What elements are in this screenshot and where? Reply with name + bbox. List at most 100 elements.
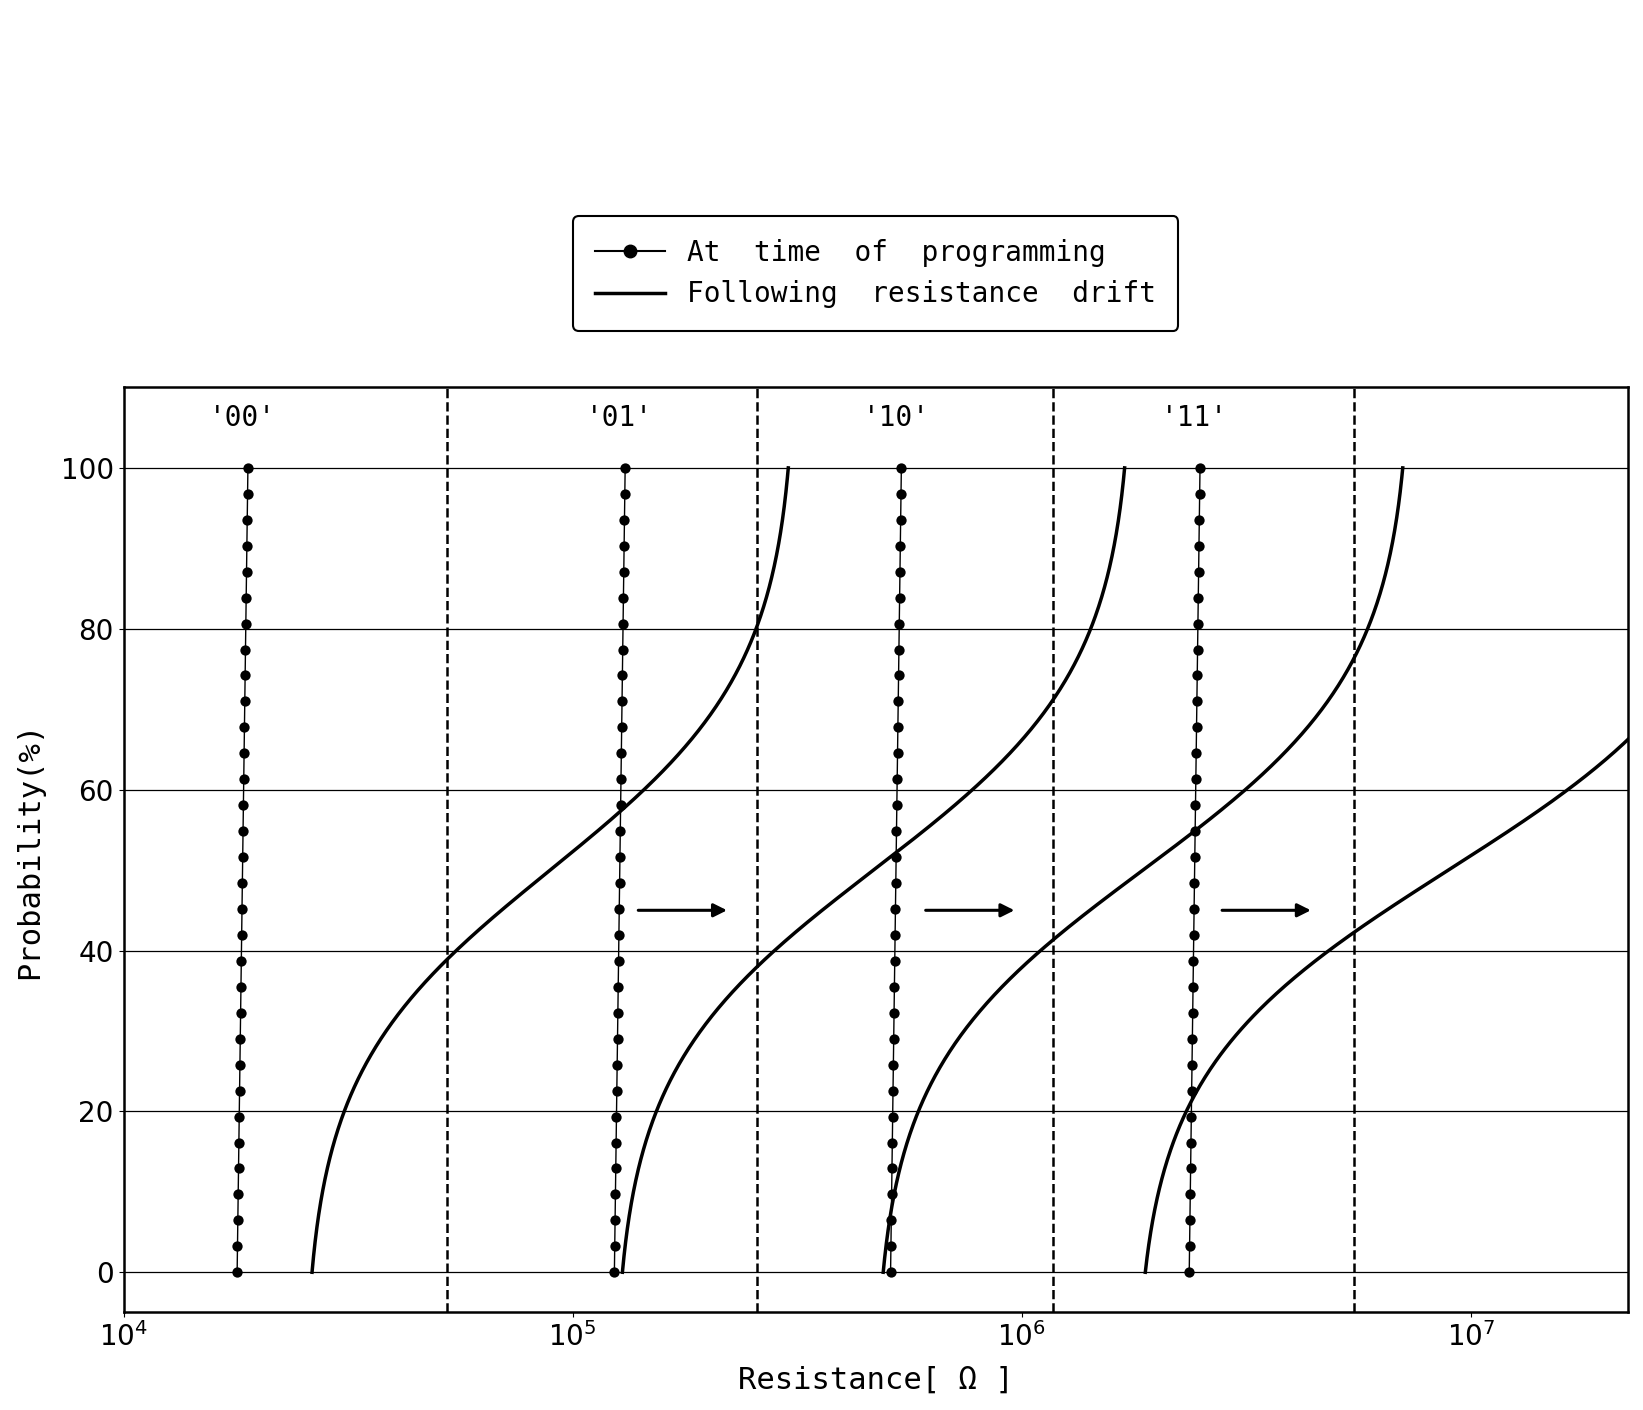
Point [228,976,255,998]
Point [1176,1261,1203,1283]
Point [230,846,256,869]
Point [227,1105,253,1128]
Point [881,1001,907,1024]
Point [225,1158,251,1180]
Point [886,639,912,661]
Point [610,587,636,609]
Point [1183,742,1209,764]
X-axis label: Resistance[ Ω ]: Resistance[ Ω ] [738,1366,1014,1394]
Point [879,1158,905,1180]
Point [233,560,260,582]
Point [1186,534,1213,557]
Point [881,1080,907,1103]
Point [228,898,255,921]
Point [233,509,260,532]
Point [882,898,909,921]
Point [1186,560,1213,582]
Point [603,1105,629,1128]
Point [1186,482,1213,505]
Point [884,716,910,739]
Point [608,768,634,791]
Point [233,587,260,609]
Point [603,1183,629,1206]
Point [886,664,912,687]
Point [610,639,636,661]
Point [1185,639,1211,661]
Point [879,1183,905,1206]
Point [1185,587,1211,609]
Point [227,1028,253,1050]
Point [1180,949,1206,971]
Point [227,1080,253,1103]
Point [605,1053,631,1076]
Point [887,587,914,609]
Point [879,1105,905,1128]
Point [225,1183,251,1206]
Point [227,1053,253,1076]
Point [608,819,634,842]
Point [233,612,260,634]
Point [228,949,255,971]
Point [882,949,909,971]
Point [606,898,633,921]
Point [605,949,631,971]
Point [232,716,258,739]
Point [886,689,912,712]
Legend: At  time  of  programming, Following  resistance  drift: At time of programming, Following resist… [573,216,1178,331]
Point [611,482,637,505]
Point [877,1235,904,1258]
Point [608,716,634,739]
Point [606,846,633,869]
Point [230,768,256,791]
Y-axis label: Probability(%): Probability(%) [15,722,44,979]
Point [232,664,258,687]
Point [235,482,261,505]
Point [603,1080,629,1103]
Point [608,794,634,816]
Point [884,768,910,791]
Text: '00': '00' [209,403,276,431]
Point [1183,716,1209,739]
Point [228,924,255,946]
Point [225,1131,251,1153]
Point [884,742,910,764]
Point [230,871,256,894]
Point [223,1261,250,1283]
Point [605,1001,631,1024]
Point [601,1210,628,1232]
Point [610,664,636,687]
Point [877,1210,904,1232]
Point [225,1235,251,1258]
Point [886,612,912,634]
Point [1181,924,1208,946]
Point [611,560,637,582]
Point [1178,1131,1204,1153]
Point [1186,457,1213,479]
Point [877,1261,904,1283]
Point [227,1001,253,1024]
Point [887,509,914,532]
Point [1176,1183,1203,1206]
Point [606,871,633,894]
Point [230,819,256,842]
Point [1181,898,1208,921]
Point [1180,1028,1206,1050]
Point [230,794,256,816]
Point [606,924,633,946]
Point [610,689,636,712]
Point [232,639,258,661]
Point [881,1028,907,1050]
Point [235,457,261,479]
Point [232,742,258,764]
Point [601,1261,628,1283]
Point [225,1210,251,1232]
Text: '01': '01' [587,403,654,431]
Point [232,689,258,712]
Point [884,819,910,842]
Point [881,976,907,998]
Point [603,1158,629,1180]
Point [608,742,634,764]
Point [1183,768,1209,791]
Point [882,846,909,869]
Point [887,560,914,582]
